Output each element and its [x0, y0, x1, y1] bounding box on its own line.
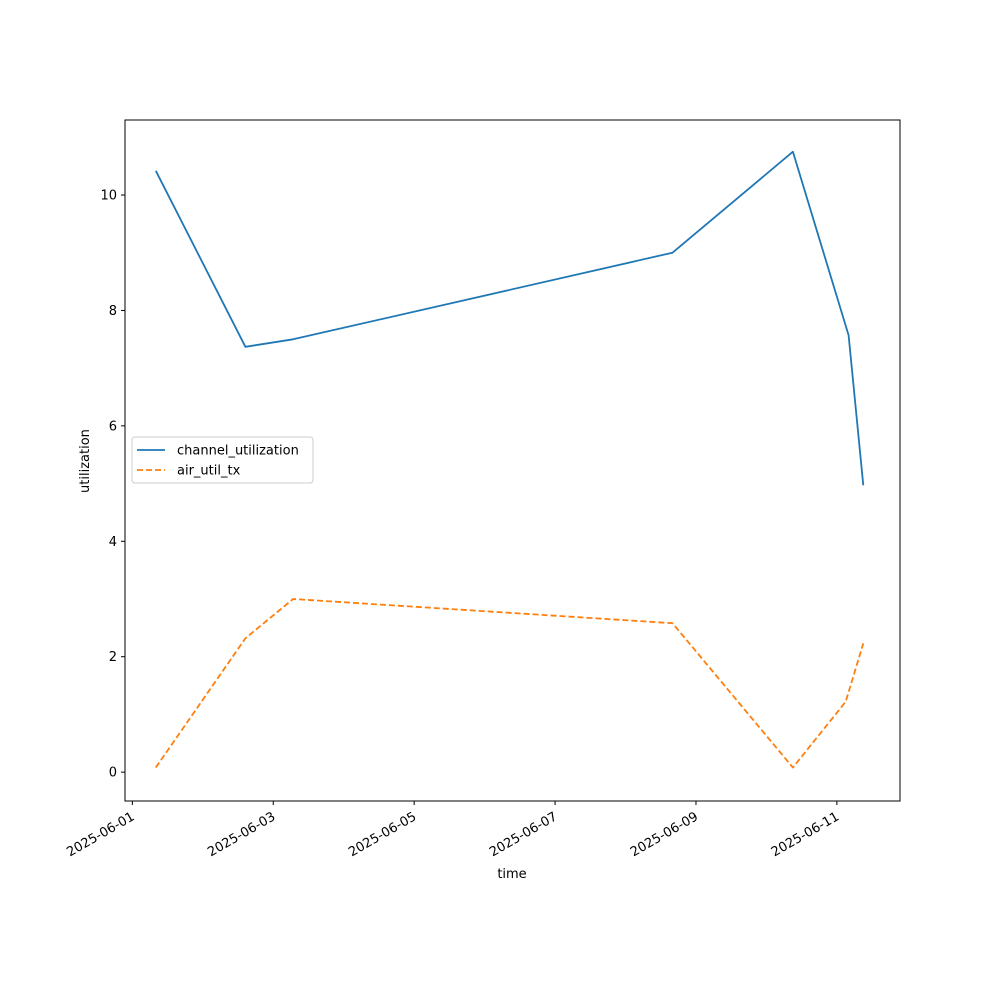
series-line-air-util-tx	[155, 598, 865, 769]
y-tick-label: 10	[100, 189, 117, 204]
y-tick-label: 4	[109, 535, 117, 550]
y-tick-label: 2	[109, 650, 117, 665]
series-layer	[154, 150, 865, 769]
y-tick-label: 0	[109, 766, 117, 781]
legend-box	[131, 436, 314, 484]
axes-frame	[124, 119, 901, 802]
legend: channel_utilization air_util_tx	[131, 436, 314, 484]
series-line-channel-utilization	[154, 150, 865, 486]
legend-label-air-util-tx: air_util_tx	[177, 464, 241, 479]
x-axis-label: time	[497, 867, 526, 882]
y-tick-label: 8	[109, 304, 117, 319]
legend-label-channel-utilization: channel_utilization	[177, 444, 299, 459]
y-tick-label: 6	[109, 419, 117, 434]
y-axis-label: utilization	[78, 429, 93, 493]
